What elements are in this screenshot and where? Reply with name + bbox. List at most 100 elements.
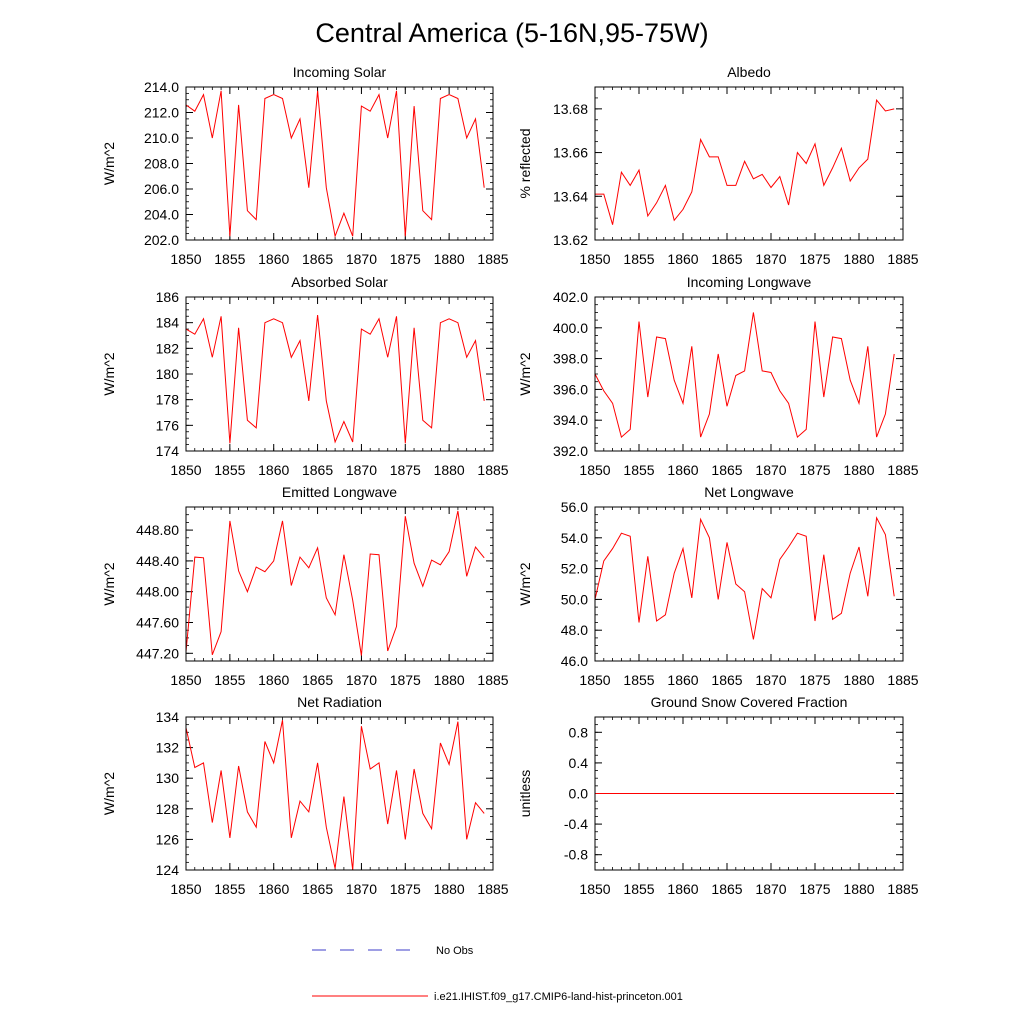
- x-tick-label: 1865: [302, 881, 333, 897]
- y-axis-label: W/m^2: [101, 562, 117, 605]
- x-tick-label: 1860: [667, 672, 698, 688]
- x-tick-label: 1860: [258, 462, 289, 478]
- panel-2: Albedo % reflected 1850 1855 1860 1865 1870 187…: [517, 64, 919, 267]
- x-tick-label: 1860: [667, 462, 698, 478]
- y-tick-label: 204.0: [144, 207, 179, 223]
- x-tick-label: 1870: [755, 462, 786, 478]
- x-tick-label: 1880: [843, 462, 874, 478]
- y-tick-label: 206.0: [144, 181, 179, 197]
- legend: No Obs i.e21.IHIST.f09_g17.CMIP6-land-hi…: [312, 945, 683, 1003]
- y-tick-label: 448.80: [136, 522, 179, 538]
- series-line: [185, 510, 485, 656]
- y-tick-label: 184: [156, 315, 180, 331]
- y-tick-label: 46.0: [561, 653, 588, 669]
- x-tick-label: 1880: [843, 881, 874, 897]
- y-axis-label: W/m^2: [101, 772, 117, 815]
- x-tick-label: 1875: [390, 881, 421, 897]
- y-tick-label: 448.40: [136, 553, 179, 569]
- y-tick-label: 132: [156, 740, 180, 756]
- panel-4: Incoming Longwave W/m^2 1850 1855 1860 1865 18…: [517, 274, 919, 478]
- x-tick-label: 1850: [170, 251, 201, 267]
- x-tick-label: 1880: [843, 672, 874, 688]
- x-tick-label: 1885: [887, 251, 918, 267]
- series-line: [594, 516, 895, 640]
- x-tick-label: 1875: [799, 462, 830, 478]
- y-tick-label: 447.20: [136, 645, 179, 661]
- y-tick-label: 54.0: [561, 530, 588, 546]
- x-tick-label: 1865: [302, 251, 333, 267]
- y-tick-label: 0.0: [569, 786, 589, 802]
- panel-3: Absorbed Solar W/m^2 1850 1855 1860 1865 1870 1…: [101, 274, 509, 478]
- x-tick-label: 1860: [667, 251, 698, 267]
- x-tick-label: 1875: [799, 881, 830, 897]
- panel-title: Emitted Longwave: [282, 484, 397, 500]
- y-tick-label: 13.62: [553, 232, 588, 248]
- y-tick-label: 394.0: [553, 412, 588, 428]
- panel-title: Incoming Solar: [293, 64, 387, 80]
- x-tick-label: 1880: [434, 881, 465, 897]
- y-axis-label: W/m^2: [517, 562, 533, 605]
- y-axis-label: W/m^2: [101, 142, 117, 185]
- x-tick-label: 1875: [799, 672, 830, 688]
- y-tick-label: 176: [156, 417, 180, 433]
- panel-title: Absorbed Solar: [291, 274, 388, 290]
- x-tick-label: 1850: [579, 672, 610, 688]
- panel-title: Ground Snow Covered Fraction: [651, 694, 848, 710]
- y-tick-label: 392.0: [553, 443, 588, 459]
- x-tick-label: 1875: [390, 672, 421, 688]
- plot-frame: [594, 86, 904, 241]
- panel-title: Net Radiation: [297, 694, 382, 710]
- y-tick-label: 134: [156, 709, 180, 725]
- y-tick-label: 202.0: [144, 232, 179, 248]
- x-tick-label: 1880: [434, 251, 465, 267]
- panel-5: Emitted Longwave W/m^2 1850 1855 1860 1865 187…: [101, 484, 509, 688]
- y-tick-label: 178: [156, 392, 180, 408]
- y-tick-label: 447.60: [136, 615, 179, 631]
- x-tick-label: 1870: [346, 881, 377, 897]
- y-tick-label: 180: [156, 366, 180, 382]
- y-axis-label: W/m^2: [101, 352, 117, 395]
- y-tick-label: 210.0: [144, 130, 179, 146]
- plot-frame: [594, 716, 904, 871]
- x-tick-label: 1880: [434, 462, 465, 478]
- x-tick-label: 1865: [302, 462, 333, 478]
- y-tick-label: 0.8: [569, 724, 589, 740]
- x-tick-label: 1850: [170, 881, 201, 897]
- y-tick-label: 52.0: [561, 561, 588, 577]
- y-tick-label: 13.66: [553, 145, 588, 161]
- x-tick-label: 1885: [477, 462, 508, 478]
- y-tick-label: 128: [156, 801, 180, 817]
- x-tick-label: 1850: [579, 881, 610, 897]
- series-line: [595, 98, 895, 225]
- y-tick-label: 0.4: [569, 755, 589, 771]
- series-line: [185, 90, 485, 239]
- series-line: [594, 312, 895, 439]
- y-tick-label: 398.0: [553, 351, 588, 367]
- panel-8: Ground Snow Covered Fraction unitless 1850…: [517, 694, 919, 897]
- panel-6: Net Longwave W/m^2 1850 1855 1860 1865 1870 187…: [517, 484, 919, 688]
- y-tick-label: 13.64: [553, 188, 588, 204]
- x-tick-label: 1865: [711, 251, 742, 267]
- panel-7: Net Radiation W/m^2 1850 1855 1860 1865 1870 18…: [101, 694, 509, 897]
- plot-frame: [185, 296, 494, 452]
- x-tick-label: 1885: [887, 462, 918, 478]
- x-tick-label: 1885: [887, 881, 918, 897]
- legend-model-label: i.e21.IHIST.f09_g17.CMIP6-land-hist-prin…: [434, 991, 683, 1003]
- x-tick-label: 1870: [346, 672, 377, 688]
- x-tick-label: 1885: [477, 672, 508, 688]
- y-tick-label: 50.0: [561, 591, 588, 607]
- x-tick-label: 1855: [623, 881, 654, 897]
- x-tick-label: 1855: [623, 672, 654, 688]
- x-tick-label: 1855: [214, 672, 245, 688]
- x-tick-label: 1875: [390, 462, 421, 478]
- x-tick-label: 1855: [214, 251, 245, 267]
- x-tick-label: 1850: [170, 672, 201, 688]
- x-tick-label: 1870: [755, 251, 786, 267]
- plot-frame: [594, 296, 904, 452]
- y-tick-label: 396.0: [553, 381, 588, 397]
- figure-title: Central America (5-16N,95-75W): [315, 18, 708, 48]
- y-tick-label: 448.00: [136, 584, 179, 600]
- y-tick-label: 214.0: [144, 79, 179, 95]
- y-tick-label: 212.0: [144, 105, 179, 121]
- x-tick-label: 1860: [258, 672, 289, 688]
